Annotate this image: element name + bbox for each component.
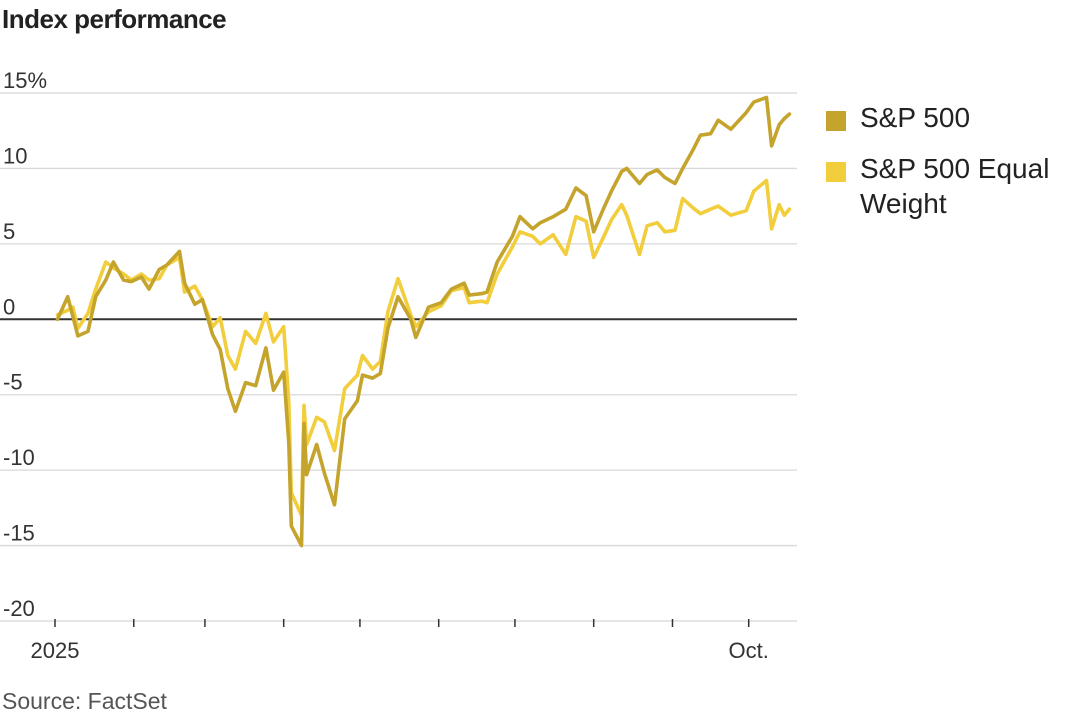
legend-item-sp500-equal-weight: S&P 500 Equal Weight: [826, 151, 1076, 221]
legend-swatch-sp500: [826, 111, 846, 131]
legend-label-sp500: S&P 500: [860, 102, 971, 133]
legend-swatch-sp500-equal-weight: [826, 162, 846, 182]
series-line-sp500: [55, 95, 792, 548]
legend: S&P 500 S&P 500 Equal Weight: [826, 100, 1076, 237]
series-line-sp500-equal-weight: [55, 178, 792, 518]
gridlines: [0, 92, 797, 622]
y-tick-label: -10: [3, 445, 35, 470]
series-lines: [55, 95, 792, 548]
y-tick-label: 5: [3, 219, 15, 244]
x-tick-label: 2025: [31, 638, 80, 663]
chart-title: Index performance: [2, 4, 227, 34]
legend-label-sp500-equal-weight: S&P 500 Equal Weight: [860, 153, 1050, 219]
y-tick-label: -15: [3, 521, 35, 546]
y-axis-tick-labels: 15% 10 5 0 -5 -10 -15 -20: [3, 68, 47, 621]
y-tick-label: -20: [3, 596, 35, 621]
x-axis-ticks: 2025 Oct.: [31, 619, 769, 663]
y-tick-label: -5: [3, 370, 23, 395]
legend-item-sp500: S&P 500: [826, 100, 1076, 135]
y-tick-label: 10: [3, 143, 27, 168]
source-note: Source: FactSet: [2, 688, 167, 714]
x-tick-label: Oct.: [729, 638, 769, 663]
y-tick-label: 15%: [3, 68, 47, 93]
y-tick-label: 0: [3, 294, 15, 319]
